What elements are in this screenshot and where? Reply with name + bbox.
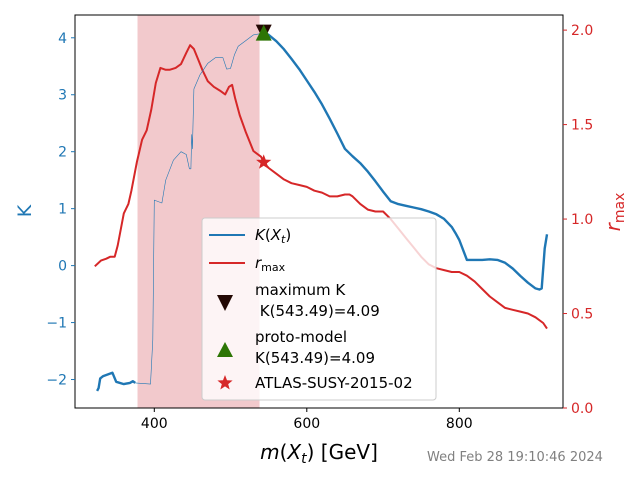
k-line-segment-1 (135, 32, 264, 385)
k-line-segment-0 (96, 371, 136, 392)
x-tick-label: 400 (141, 416, 168, 432)
legend: K(Xt) rmax maximum K K(543.49)=4.09 prot… (201, 217, 437, 401)
series-lines-layer (94, 31, 549, 392)
y-left-tick-label: −1 (46, 316, 67, 332)
x-axis-label: m(Xt) [GeV] (260, 440, 378, 467)
y-left-tick-label: 4 (58, 31, 67, 47)
y-left-tick-label: −2 (46, 373, 67, 389)
legend-maximum-k-label-line2: K(543.49)=4.09 (255, 302, 380, 320)
legend-proto-model-marker (217, 342, 233, 357)
rmax-line (94, 44, 548, 330)
legend-k-label: K(Xt) (255, 226, 291, 246)
y-right-tick-label: 0.0 (571, 401, 593, 417)
k-line-segment-2 (263, 31, 549, 291)
y-axis-left-label: K (14, 204, 36, 217)
y-axis-right-label: rmax (601, 193, 628, 232)
markers-layer (255, 24, 272, 169)
y-right-tick-label: 1.5 (571, 118, 593, 134)
ticks-layer: 400 600 800 −2 −1 0 1 2 3 4 0.0 0.5 1.0 1.5 2.0 (46, 23, 593, 432)
y-right-tick-label: 0.5 (571, 307, 593, 323)
y-right-tick-label: 2.0 (571, 23, 593, 39)
y-left-tick-label: 0 (58, 259, 67, 275)
legend-proto-model-label-line2: K(543.49)=4.09 (255, 349, 375, 367)
legend-box (201, 217, 437, 401)
y-left-tick-label: 3 (58, 88, 67, 104)
legend-analysis-label: ATLAS-SUSY-2015-02 (255, 374, 413, 392)
legend-maximum-k-marker (217, 295, 233, 311)
proto-model-marker (255, 24, 272, 41)
legend-rmax-label: rmax (255, 254, 286, 274)
plot-frame (74, 14, 564, 409)
legend-maximum-k-label-line1: maximum K (255, 281, 346, 299)
legend-analysis-marker (217, 375, 233, 390)
timestamp: Wed Feb 28 19:10:46 2024 (427, 450, 603, 465)
analysis-marker (256, 154, 272, 169)
x-tick-label: 800 (446, 416, 473, 432)
y-left-tick-label: 2 (58, 145, 67, 161)
x-tick-label: 600 (293, 416, 320, 432)
y-left-tick-label: 1 (58, 202, 67, 218)
y-right-tick-label: 1.0 (571, 212, 593, 228)
axes-frame (74, 14, 564, 409)
legend-proto-model-label-line1: proto-model (255, 328, 347, 346)
